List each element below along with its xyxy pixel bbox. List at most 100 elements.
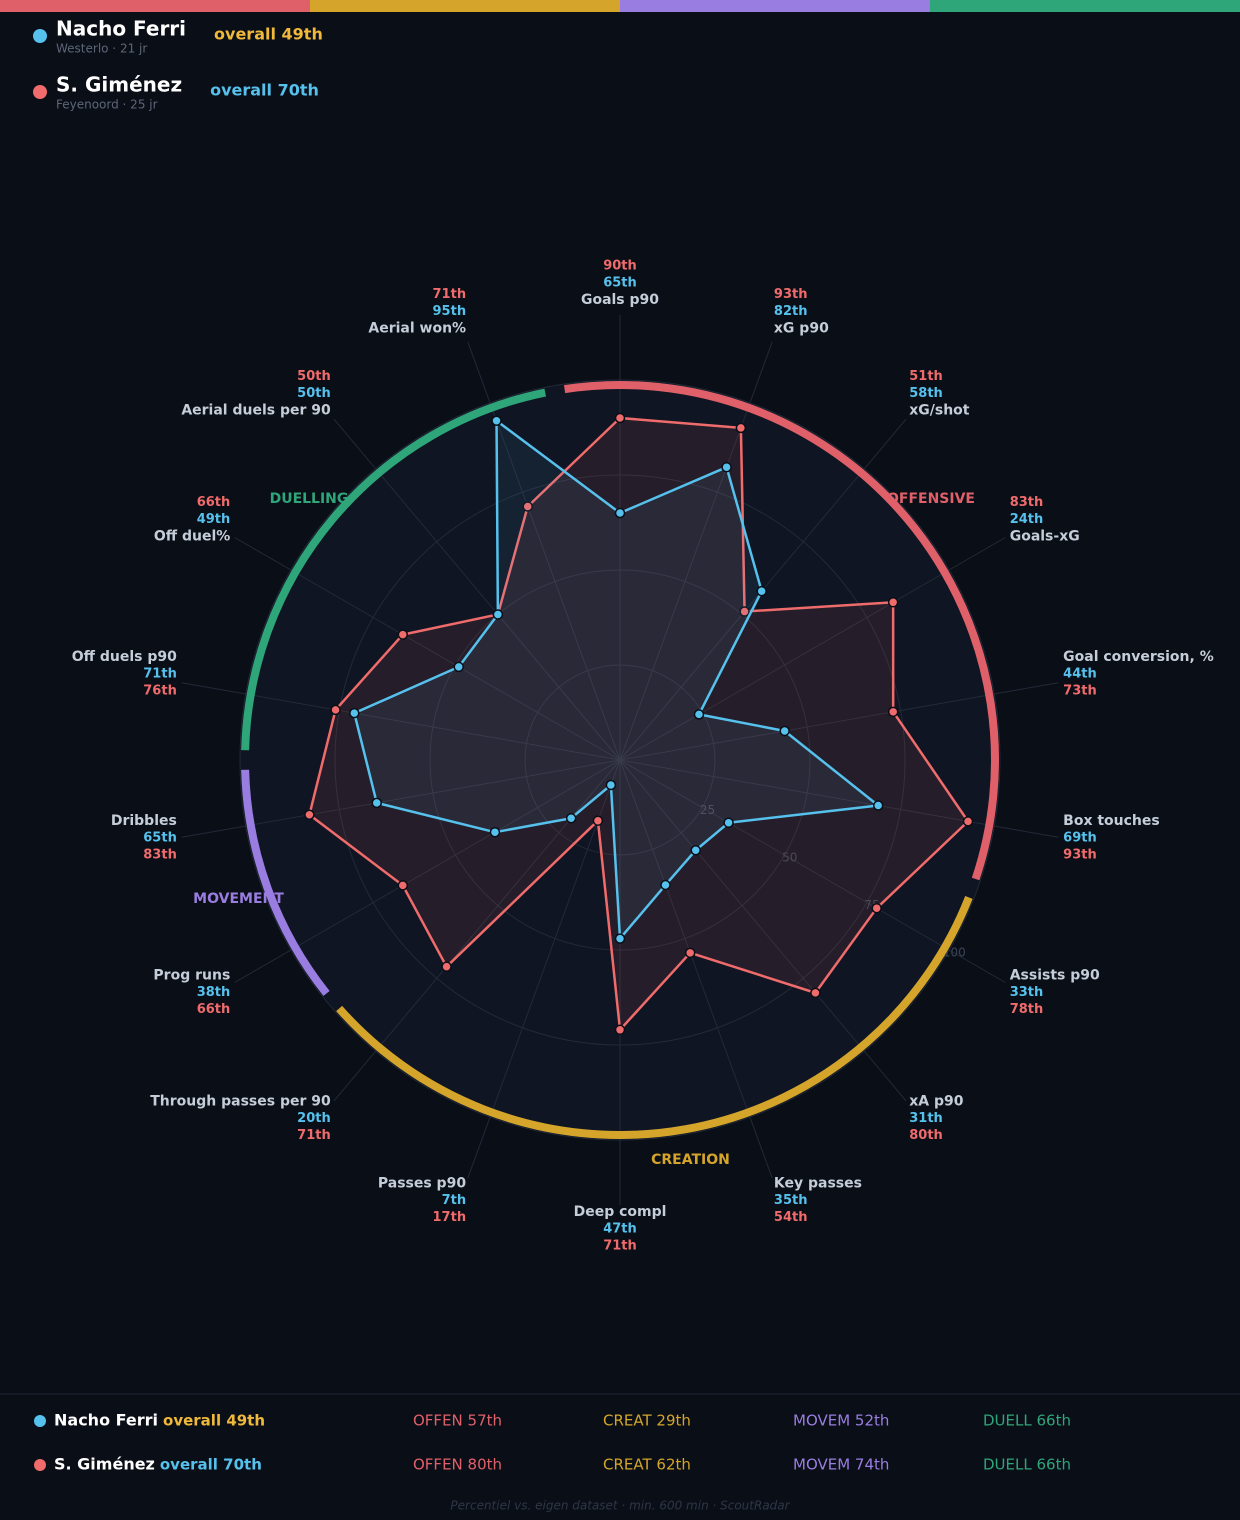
group-label: DUELLING	[270, 491, 349, 507]
data-point	[349, 707, 360, 719]
value-label: 47th	[603, 1222, 637, 1237]
spoke	[181, 682, 621, 761]
value-label: 78th	[1010, 1002, 1044, 1017]
data-point	[735, 422, 747, 434]
value-label: 35th	[774, 1193, 808, 1208]
value-label: 73th	[1063, 683, 1097, 698]
axis-label: Goals p90	[581, 292, 659, 308]
axis-label: Key passes	[774, 1175, 862, 1191]
group-summary: MOVEM 52th	[793, 1412, 889, 1430]
spoke	[234, 537, 621, 761]
group-summary: CREAT 62th	[603, 1456, 691, 1474]
axis-label: xG/shot	[909, 403, 970, 419]
data-point	[690, 844, 701, 856]
legend-dot	[33, 29, 47, 43]
player-subtitle: Westerlo · 21 jr	[56, 42, 147, 56]
group-summary: DUELL 66th	[983, 1456, 1071, 1474]
value-label: 17th	[433, 1210, 467, 1225]
value-label: 93th	[1063, 848, 1097, 863]
group-label: OFFENSIVE	[887, 491, 975, 507]
data-point	[330, 704, 341, 716]
value-label: 50th	[297, 386, 331, 401]
value-label: 7th	[442, 1193, 467, 1208]
data-point	[887, 706, 899, 718]
group-label: MOVEMENT	[193, 891, 284, 907]
group-arc	[563, 381, 999, 881]
data-point	[871, 902, 882, 914]
data-point	[756, 585, 767, 597]
value-label: 50th	[297, 369, 331, 384]
data-point	[872, 800, 884, 811]
data-point	[693, 709, 705, 720]
player-name: S. Giménez	[54, 1455, 155, 1474]
axis-label: Aerial won%	[368, 321, 466, 337]
axis-label: Box touches	[1063, 813, 1160, 829]
axis-label: Off duels p90	[72, 649, 177, 665]
data-point	[779, 725, 790, 737]
grid-ring	[334, 474, 906, 1046]
axis-label: Assists p90	[1010, 968, 1100, 984]
legend-dot	[34, 1459, 46, 1471]
group-summary: OFFEN 57th	[413, 1412, 502, 1430]
value-label: 20th	[297, 1111, 331, 1126]
value-label: 93th	[774, 287, 808, 302]
value-label: 66th	[197, 1002, 231, 1017]
value-label: 24th	[1010, 512, 1044, 527]
data-point	[491, 415, 502, 427]
group-arc	[336, 895, 973, 1139]
player-name: S. Giménez	[56, 73, 182, 97]
value-label: 44th	[1063, 666, 1097, 681]
axis-label: xA p90	[909, 1093, 964, 1109]
axis-label: xG p90	[774, 321, 829, 337]
spoke	[467, 759, 621, 1179]
value-label: 71th	[297, 1128, 331, 1143]
spoke	[619, 759, 773, 1179]
value-label: 76th	[143, 683, 177, 698]
axis-label: Through passes per 90	[150, 1093, 331, 1109]
value-label: 65th	[143, 831, 177, 846]
grid-ring	[239, 379, 1001, 1141]
spoke	[619, 341, 773, 761]
grid-ring	[524, 664, 716, 856]
y-tick-label: 25	[700, 803, 715, 817]
group-arc	[241, 388, 547, 751]
spoke	[333, 418, 621, 761]
data-point	[441, 961, 452, 972]
y-tick-label: 50	[782, 851, 797, 865]
data-point	[453, 661, 464, 673]
value-label: 65th	[603, 276, 637, 291]
data-point	[684, 947, 696, 959]
value-label: 66th	[197, 495, 231, 510]
value-label: 71th	[143, 666, 177, 681]
data-point	[592, 815, 604, 826]
data-point	[614, 933, 626, 944]
data-point	[522, 501, 533, 512]
legend-dot	[34, 1415, 46, 1427]
top-bar-segment	[310, 0, 620, 12]
group-summary: CREAT 29th	[603, 1412, 691, 1430]
player-overall: overall 49th	[214, 25, 323, 44]
player-subtitle: Feyenoord · 25 jr	[56, 98, 158, 112]
group-summary: DUELL 66th	[983, 1412, 1071, 1430]
value-label: 95th	[433, 304, 467, 319]
spoke	[619, 759, 1006, 983]
spoke	[619, 759, 907, 1102]
value-label: 49th	[197, 512, 231, 527]
player-overall: overall 49th	[163, 1412, 265, 1430]
player-overall: overall 70th	[160, 1456, 262, 1474]
player-name: Nacho Ferri	[54, 1411, 158, 1430]
value-label: 71th	[433, 287, 467, 302]
axis-label: Goals-xG	[1010, 529, 1080, 545]
spoke	[467, 341, 621, 761]
grid-ring	[429, 569, 811, 951]
data-point	[962, 816, 974, 827]
value-label: 83th	[1010, 495, 1044, 510]
data-point	[371, 797, 383, 809]
spoke	[619, 759, 1059, 838]
axis-label: Aerial duels per 90	[181, 403, 331, 419]
group-summary: OFFEN 80th	[413, 1456, 502, 1474]
data-point	[660, 879, 671, 891]
axis-label: Off duel%	[154, 529, 230, 545]
data-point	[810, 987, 821, 999]
